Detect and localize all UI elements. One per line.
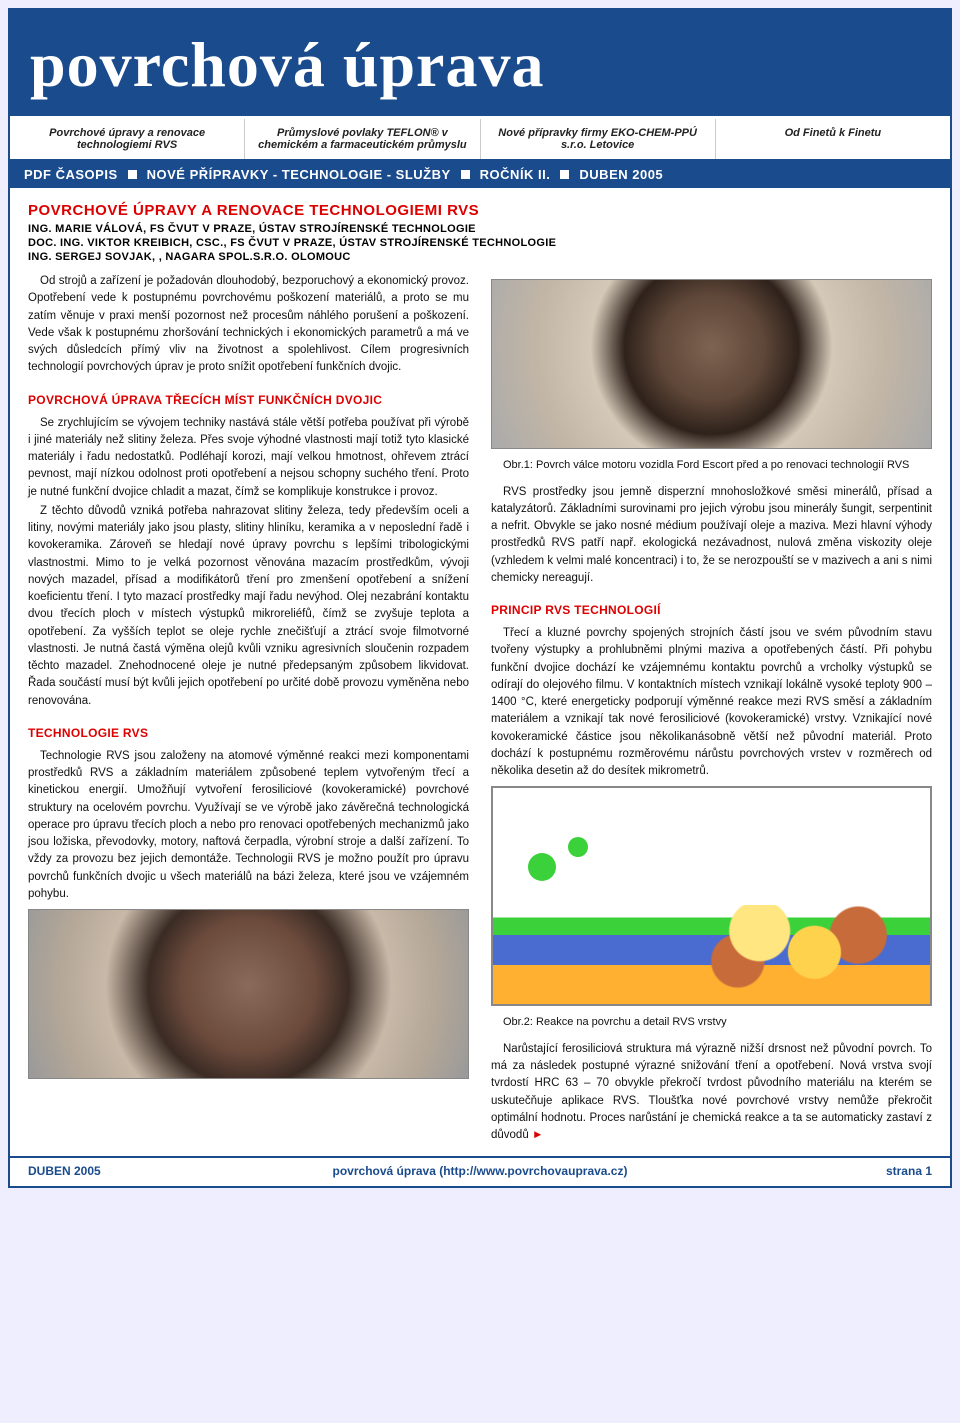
footer-url: povrchová úprava (http://www.povrchovaup… [254,1164,706,1178]
topic-1: Povrchové úpravy a renovace technologiem… [10,119,245,159]
para: Technologie RVS jsou založeny na atomové… [28,748,469,903]
para: Třecí a kluzné povrchy spojených strojní… [491,625,932,780]
rvs-diagram-image [491,786,932,1006]
author-3: ING. SERGEJ SOVJAK, , NAGARA SPOL.S.R.O.… [28,251,932,263]
topic-2: Průmyslové povlaky TEFLON® v chemickém a… [245,119,480,159]
subhead: POVRCHOVÁ ÚPRAVA TŘECÍCH MÍST FUNKČNÍCH … [28,391,469,409]
article-title: POVRCHOVÉ ÚPRAVY A RENOVACE TECHNOLOGIEM… [28,202,932,219]
subhead: TECHNOLOGIE RVS [28,724,469,742]
figure-caption: Obr.2: Reakce na povrchu a detail RVS vr… [491,1014,932,1031]
para-text: Narůstající ferosiliciová struktura má v… [491,1043,932,1141]
columns: Od strojů a zařízení je požadován dlouho… [28,273,932,1146]
figure-cylinder-before [28,909,469,1079]
content: POVRCHOVÉ ÚPRAVY A RENOVACE TECHNOLOGIEM… [10,188,950,1156]
figure-cylinder-after [491,279,932,449]
navbar-left: PDF ČASOPIS [24,167,118,182]
topic-4: Od Finetů k Finetu [716,119,950,159]
topic-3: Nové přípravky firmy EKO-CHEM-PPÚ s.r.o.… [481,119,716,159]
para: Od strojů a zařízení je požadován dlouho… [28,273,469,377]
para: Se zrychlujícím se vývojem techniky nast… [28,415,469,501]
para: RVS prostředky jsou jemně disperzní mnoh… [491,484,932,588]
footer: DUBEN 2005 povrchová úprava (http://www.… [10,1156,950,1186]
square-icon [128,170,137,179]
topics-row: Povrchové úpravy a renovace technologiem… [10,119,950,161]
para: Narůstající ferosiliciová struktura má v… [491,1041,932,1145]
page: povrchová úprava Povrchové úpravy a reno… [8,8,952,1188]
navbar-right2: DUBEN 2005 [579,167,663,182]
column-right: Obr.1: Povrch válce motoru vozidla Ford … [491,273,932,1146]
author-1: ING. MARIE VÁLOVÁ, FS ČVUT V PRAZE, ÚSTA… [28,223,932,235]
subhead: PRINCIP RVS TECHNOLOGIÍ [491,601,932,619]
footer-date: DUBEN 2005 [28,1164,254,1178]
navbar-mid: NOVÉ PŘÍPRAVKY - TECHNOLOGIE - SLUŽBY [147,167,451,182]
navbar: PDF ČASOPIS NOVÉ PŘÍPRAVKY - TECHNOLOGIE… [10,161,950,188]
continue-arrow-icon: ► [532,1129,543,1141]
figure-rvs-diagram [491,786,932,1006]
author-2: DOC. ING. VIKTOR KREIBICH, CSC., FS ČVUT… [28,237,932,249]
square-icon [560,170,569,179]
footer-page: strana 1 [706,1164,932,1178]
navbar-right1: ROČNÍK II. [480,167,551,182]
para: Z těchto důvodů vzniká potřeba nahrazova… [28,503,469,710]
column-left: Od strojů a zařízení je požadován dlouho… [28,273,469,1146]
figure-caption: Obr.1: Povrch válce motoru vozidla Ford … [491,457,932,474]
masthead-title: povrchová úprava [10,10,950,119]
cylinder-image [491,279,932,449]
square-icon [461,170,470,179]
cylinder-image [28,909,469,1079]
